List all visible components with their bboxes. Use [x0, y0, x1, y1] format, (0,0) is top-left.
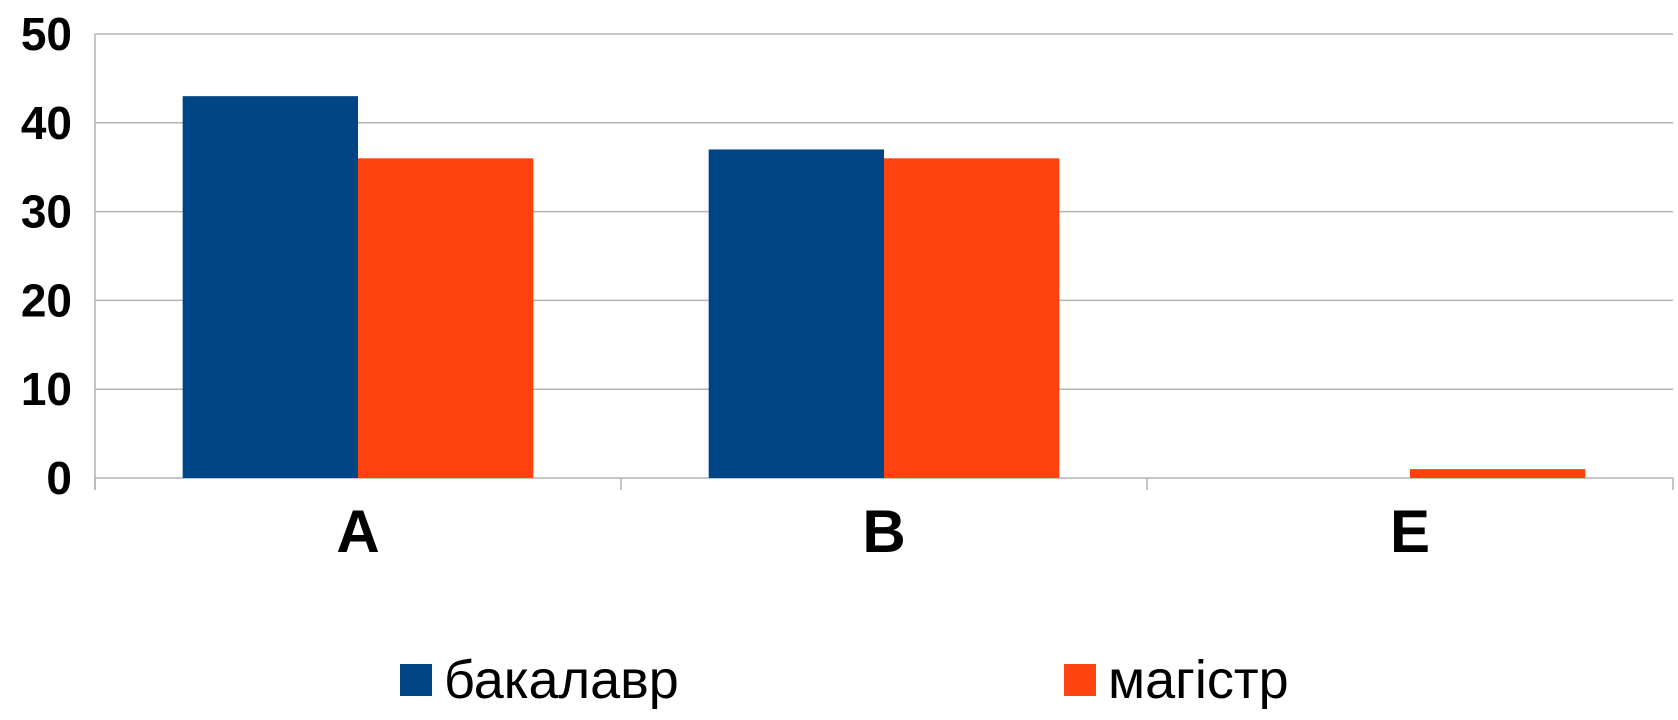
x-tick-label: B	[862, 498, 905, 565]
legend: бакалавр магістр	[0, 650, 1678, 720]
y-tick-label: 50	[21, 8, 72, 60]
bar-chart: 0 10 20 30 40 50 A B E	[21, 8, 1674, 565]
bar-bachelor-a	[182, 96, 358, 478]
y-tick-labels: 0 10 20 30 40 50	[21, 8, 72, 504]
y-tick-label: 30	[21, 186, 72, 238]
y-tick-label: 40	[21, 97, 72, 149]
x-tick-label: E	[1390, 498, 1430, 565]
legend-item-bachelor: бакалавр	[400, 650, 679, 710]
axes	[94, 34, 1674, 490]
y-tick-label: 20	[21, 274, 72, 326]
bar-master-a	[358, 158, 534, 478]
bar-bachelor-b	[708, 149, 884, 478]
legend-item-master: магістр	[1064, 650, 1289, 710]
legend-swatch-master	[1064, 664, 1096, 696]
bars	[182, 96, 1586, 478]
y-tick-label: 10	[21, 363, 72, 415]
legend-label-bachelor: бакалавр	[444, 650, 679, 710]
legend-swatch-bachelor	[400, 664, 432, 696]
legend-label-master: магістр	[1108, 650, 1289, 710]
y-tick-label: 0	[46, 452, 72, 504]
bar-master-e	[1410, 469, 1586, 478]
x-tick-label: A	[336, 498, 379, 565]
bar-master-b	[884, 158, 1060, 478]
